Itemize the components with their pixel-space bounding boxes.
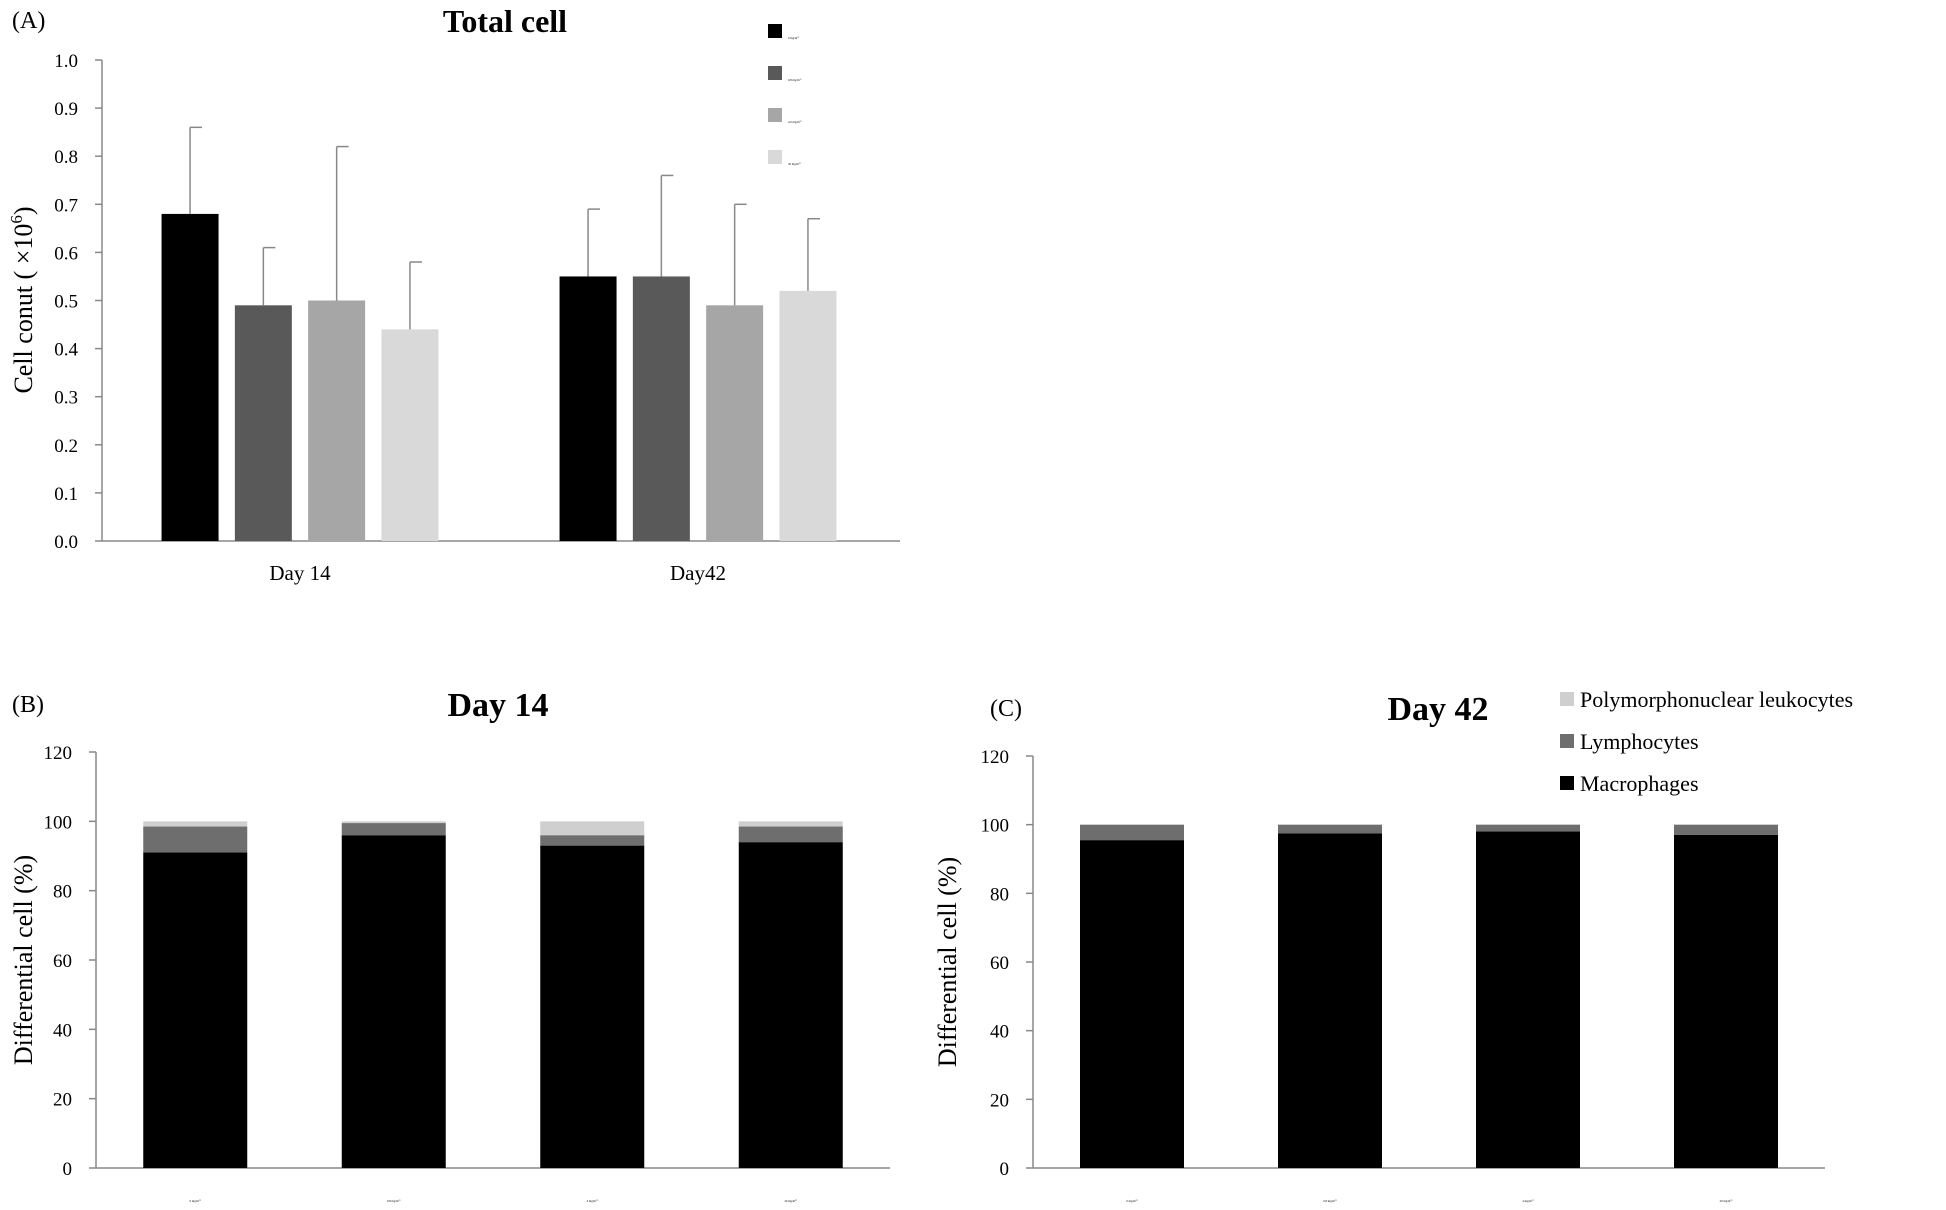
- panel-a-legend-swatch: [768, 24, 782, 38]
- panel-c-y-tick-label: 120: [981, 747, 1010, 768]
- panel-a-y-tick-label: 0.8: [54, 147, 78, 168]
- panel-b-bar-segment: [738, 842, 843, 1168]
- panel-b-y-tick-label: 0: [63, 1159, 73, 1180]
- panel-a-y-tick-label: 0.5: [54, 292, 78, 313]
- panel-a-label: (A): [12, 8, 45, 34]
- panel-a-y-tick-label: 0.7: [54, 195, 78, 216]
- panel-a-title: Total cell: [443, 3, 567, 39]
- panel-c-bar-segment: [1278, 833, 1382, 1168]
- panel-b-bar-segment: [341, 823, 446, 836]
- panel-c-legend-label: Polymorphonuclear leukocytes: [1580, 687, 1853, 712]
- panel-b-y-tick-label: 120: [44, 743, 73, 764]
- panel-c-y-tick-label: 60: [990, 953, 1009, 974]
- panel-c-y-tick-label: 0: [1000, 1159, 1010, 1180]
- panel-c-x-tick-label: 0.8 mg/m22: [1323, 1199, 1337, 1203]
- panel-a-y-tick-label: 0.9: [54, 99, 78, 120]
- panel-b-bar-segment: [540, 845, 645, 1168]
- panel-b-bar-segment: [143, 826, 248, 853]
- panel-c-y-tick-label: 40: [990, 1022, 1009, 1043]
- panel-a-y-tick-label: 0.3: [54, 388, 78, 409]
- panel-b-bar-segment: [341, 821, 446, 824]
- panel-b-y-tick-label: 40: [53, 1020, 72, 1041]
- panel-b-label: (B): [12, 692, 44, 718]
- panel-a-bar: [779, 290, 837, 541]
- panel-c-y-axis-label: Differential cell (%): [933, 857, 962, 1067]
- panel-a-x-tick-label: Day42: [670, 561, 726, 585]
- panel-b-x-tick-label: 0.8 mg/m22: [387, 1199, 401, 1203]
- panel-b-day14-chart: (B) Day 14 0 20 40 60 80 100 120 Differential cel…: [9, 687, 890, 1203]
- panel-a-legend-label: 20 mg/m22: [788, 162, 801, 166]
- panel-b-bar-segment: [143, 852, 248, 1168]
- panel-c-legend-swatch: [1560, 776, 1574, 790]
- panel-b-x-tick-label: 20 mg/m22: [784, 1199, 797, 1203]
- panel-b-bar-segment: [738, 821, 843, 827]
- panel-b-y-tick-label: 20: [53, 1090, 72, 1111]
- panel-c-bar-segment: [1674, 834, 1778, 1168]
- panel-a-legend-swatch: [768, 150, 782, 164]
- panel-b-x-tick-label: 0 mg/m22: [190, 1199, 201, 1203]
- panel-c-bar-segment: [1674, 824, 1778, 835]
- panel-a-x-tick-label: Day 14: [269, 561, 331, 585]
- panel-c-title: Day 42: [1387, 691, 1488, 728]
- panel-b-bar-segment: [738, 826, 843, 843]
- panel-a-y-tick-label: 0.0: [54, 532, 78, 553]
- panel-b-y-tick-label: 60: [53, 951, 72, 972]
- panel-c-bar-segment: [1476, 824, 1580, 832]
- panel-c-legend-label: Lymphocytes: [1580, 729, 1699, 754]
- panel-c-legend-label: Macrophages: [1580, 771, 1699, 796]
- panel-a-y-axis-label: Cell conut ( ×106): [7, 206, 38, 393]
- panel-a-legend-swatch: [768, 66, 782, 80]
- panel-c-legend-swatch: [1560, 692, 1574, 706]
- panel-a-y-tick-label: 1.0: [54, 51, 78, 72]
- panel-a-bar: [381, 329, 439, 541]
- panel-a-bar: [632, 276, 690, 541]
- panel-a-legend-swatch: [768, 108, 782, 122]
- panel-a-y-tick-label: 0.6: [54, 243, 78, 264]
- panel-c-y-tick-label: 100: [981, 816, 1010, 837]
- panel-b-y-tick-label: 80: [53, 882, 72, 903]
- panel-c-bar-segment: [1080, 840, 1184, 1168]
- panel-c-y-tick-label: 20: [990, 1090, 1009, 1111]
- panel-c-bar-segment: [1278, 824, 1382, 834]
- panel-a-bar: [308, 300, 366, 541]
- panel-c-legend-swatch: [1560, 734, 1574, 748]
- panel-a-bar: [559, 276, 617, 541]
- panel-b-y-tick-label: 100: [44, 812, 73, 833]
- panel-a-y-tick-label: 0.1: [54, 484, 78, 505]
- panel-c-bar-segment: [1080, 824, 1184, 841]
- panel-a-bar: [234, 305, 292, 541]
- panel-a-legend-label: 0.8 mg/m22: [788, 78, 802, 82]
- panel-a-legend-label: 0 mg/m22: [788, 36, 799, 40]
- panel-c-x-tick-label: 4 mg/m22: [1522, 1199, 1533, 1203]
- panel-c-bar-segment: [1476, 831, 1580, 1168]
- panel-c-x-tick-label: 0 mg/m22: [1126, 1199, 1137, 1203]
- panel-c-y-tick-label: 80: [990, 884, 1009, 905]
- panel-b-bar-segment: [540, 821, 645, 836]
- panel-b-title: Day 14: [447, 687, 548, 724]
- panel-a-bar: [161, 213, 219, 542]
- panel-c-day42-chart: (C) Day 42 0 20 40 60 80 100 120 Differential cel…: [933, 687, 1853, 1203]
- panel-a-y-tick-label: 0.4: [54, 340, 78, 361]
- panel-c-x-tick-label: 20 mg/m22: [1720, 1199, 1733, 1203]
- panel-b-bar-segment: [143, 821, 248, 827]
- panel-b-y-axis-label: Differential cell (%): [9, 855, 38, 1065]
- panel-b-bar-segment: [540, 835, 645, 846]
- panel-a-total-cell-chart: (A) Total cell 0.0 0.1 0.2 0.3 0.4 0.5 0.6 0.7 0.8…: [7, 3, 900, 585]
- panel-a-legend-label: 4.0 mg/m22: [788, 120, 802, 124]
- panel-a-y-tick-label: 0.2: [54, 436, 78, 457]
- panel-b-x-tick-label: 4 mg/m22: [587, 1199, 598, 1203]
- panel-c-label: (C): [990, 696, 1022, 722]
- panel-a-bar: [706, 305, 764, 541]
- panel-b-bar-segment: [341, 835, 446, 1168]
